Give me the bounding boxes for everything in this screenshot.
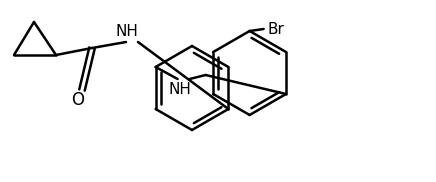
Text: Br: Br [268, 21, 285, 37]
Text: NH: NH [168, 82, 191, 96]
Text: NH: NH [116, 25, 139, 39]
Text: O: O [72, 91, 85, 109]
